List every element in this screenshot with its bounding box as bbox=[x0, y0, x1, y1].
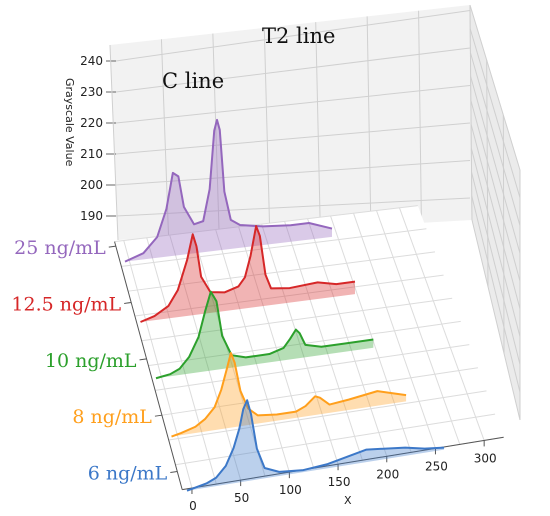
series-label: 12.5 ng/mL bbox=[11, 293, 121, 315]
x-axis-line bbox=[182, 436, 504, 491]
series-line bbox=[140, 225, 356, 323]
floor-gridline bbox=[175, 413, 496, 466]
x-tick-label: 0 bbox=[189, 499, 197, 513]
side-gridline bbox=[470, 76, 521, 254]
wall-gridline bbox=[212, 33, 220, 235]
x-tick-label: 50 bbox=[234, 491, 249, 505]
series-group bbox=[171, 351, 407, 438]
floor-gridline bbox=[155, 344, 470, 391]
side-gridline bbox=[470, 124, 521, 310]
depth-tick-mark bbox=[139, 358, 147, 361]
c-line-annotation: C line bbox=[162, 69, 224, 93]
wall-gridline bbox=[366, 16, 372, 226]
floor-gridline bbox=[121, 228, 427, 267]
depth-tick-mark bbox=[108, 245, 116, 248]
side-gridline bbox=[470, 148, 521, 337]
wall-gridline bbox=[263, 27, 271, 232]
wall-gridline bbox=[115, 10, 471, 62]
side-gridline bbox=[471, 172, 521, 365]
side-gridline bbox=[502, 114, 505, 354]
x-tick-label: 250 bbox=[425, 459, 448, 473]
side-gridline bbox=[469, 4, 521, 171]
y-tick-label: 210 bbox=[80, 147, 103, 161]
series-label: 10 ng/mL bbox=[45, 350, 137, 372]
x-tick-label: 100 bbox=[279, 483, 302, 497]
series-line bbox=[124, 118, 333, 263]
side-gridline bbox=[486, 59, 489, 287]
y-tick-label: 230 bbox=[80, 85, 103, 99]
wall-gridline bbox=[115, 85, 471, 124]
x-tick-label: 200 bbox=[376, 467, 399, 481]
side-gridline bbox=[469, 28, 521, 198]
floor-gridline bbox=[168, 390, 487, 441]
floor-gridline bbox=[114, 205, 418, 243]
wall-gridline bbox=[315, 22, 321, 229]
series-group bbox=[186, 399, 445, 492]
back-wall bbox=[110, 5, 472, 240]
wall-gridline bbox=[109, 44, 119, 241]
side-gridline bbox=[470, 100, 521, 282]
side-gridline bbox=[471, 195, 521, 393]
series-group bbox=[155, 290, 374, 380]
y-tick-label: 240 bbox=[80, 54, 103, 68]
side-gridline bbox=[469, 52, 521, 226]
floor-plane bbox=[114, 205, 504, 490]
x-tick-label: 300 bbox=[474, 451, 497, 465]
wall-gridline bbox=[115, 197, 471, 217]
depth-tick-mark bbox=[154, 414, 162, 417]
series-layer bbox=[124, 118, 445, 492]
series-area bbox=[171, 352, 407, 437]
series-line bbox=[155, 290, 374, 380]
depth-tick-mark bbox=[170, 471, 178, 474]
depth-tick-mark bbox=[124, 301, 132, 304]
series-area bbox=[140, 226, 355, 322]
side-gridline bbox=[469, 4, 473, 221]
depth-axis-line bbox=[114, 241, 183, 490]
series-line bbox=[171, 351, 407, 438]
series-label: 8 ng/mL bbox=[72, 406, 152, 428]
wall-gridline bbox=[115, 160, 471, 186]
wall-gridline bbox=[418, 10, 422, 223]
y-tick-label: 220 bbox=[80, 116, 103, 130]
side-wall bbox=[470, 5, 520, 420]
y-axis-title: Grayscale Value bbox=[63, 78, 76, 167]
y-tick-label: 200 bbox=[80, 178, 103, 192]
floor-gridline bbox=[141, 297, 453, 342]
series-line bbox=[186, 399, 445, 492]
x-tick-label: 150 bbox=[328, 475, 351, 489]
series-group bbox=[140, 225, 356, 323]
side-gridline bbox=[471, 219, 521, 421]
series-area bbox=[187, 400, 445, 491]
grid-layer bbox=[106, 4, 521, 494]
series-label: 25 ng/mL bbox=[14, 237, 106, 259]
wall-gridline bbox=[115, 47, 471, 93]
series-area bbox=[156, 291, 374, 379]
series-group bbox=[124, 118, 333, 263]
y-tick-label: 190 bbox=[80, 209, 103, 223]
wall-gridline bbox=[115, 122, 471, 155]
series-label: 6 ng/mL bbox=[88, 463, 168, 485]
t2-line-annotation: T2 line bbox=[262, 24, 335, 48]
x-axis-title: X bbox=[344, 494, 352, 507]
floor-gridline bbox=[134, 274, 444, 317]
label-layer: C line T2 line X Grayscale Value 190 200 2… bbox=[11, 24, 496, 513]
